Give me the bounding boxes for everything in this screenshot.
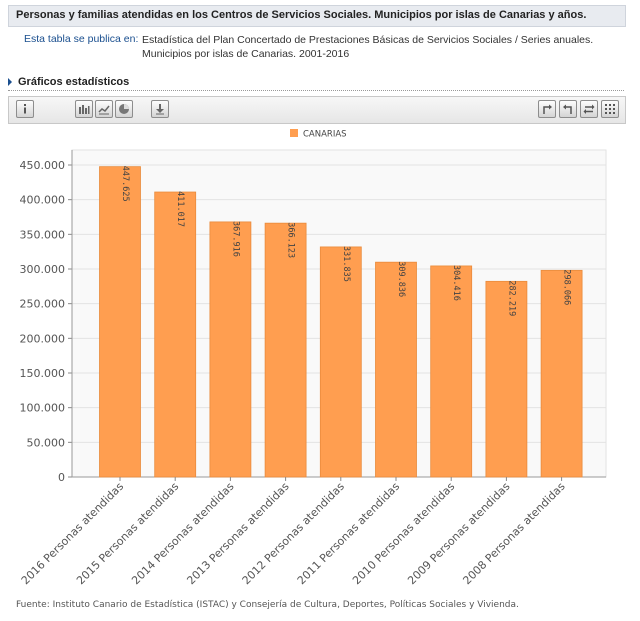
y-tick-label: 250.000 <box>20 298 66 311</box>
x-tick-label: 2016 Personas atendidas <box>19 480 126 587</box>
data-label: 304.416 <box>451 265 461 301</box>
y-tick-label: 350.000 <box>20 228 66 241</box>
bar[interactable] <box>264 222 307 478</box>
rotate-icon[interactable] <box>538 100 556 118</box>
x-tick-label: 2010 Personas atendidas <box>350 480 457 587</box>
chart-toolbar <box>8 96 626 124</box>
data-label: 309.836 <box>396 261 406 297</box>
pie-chart-icon[interactable] <box>115 100 133 118</box>
x-tick-label: 2011 Personas atendidas <box>295 480 402 587</box>
line-chart-icon[interactable] <box>95 100 113 118</box>
data-label: 282.219 <box>506 280 516 316</box>
published-label: Esta tabla se publica en: <box>24 33 139 45</box>
bar[interactable] <box>154 191 197 478</box>
published-value-link[interactable]: Estadística del Plan Concertado de Prest… <box>142 34 594 60</box>
data-label: 367.916 <box>230 221 240 257</box>
y-tick-label: 150.000 <box>20 367 66 380</box>
info-icon[interactable] <box>16 100 34 118</box>
bar[interactable] <box>99 166 141 478</box>
x-tick-label: 2009 Personas atendidas <box>405 480 512 587</box>
grid-icon[interactable] <box>601 100 619 118</box>
bar[interactable] <box>430 265 473 478</box>
bar[interactable] <box>540 269 583 478</box>
data-label: 411.017 <box>175 191 185 227</box>
bar-chart: CANARIAS 0 50.000 100.000 150.000 200.000 250.… <box>19 129 607 587</box>
x-tick-label: 2014 Personas atendidas <box>129 480 236 587</box>
y-tick-label: 300.000 <box>20 263 66 276</box>
x-tick-label: 2012 Personas atendidas <box>240 480 347 587</box>
x-tick-label: 2015 Personas atendidas <box>74 480 181 587</box>
legend-label: CANARIAS <box>303 130 347 140</box>
y-tick-label: 50.000 <box>27 436 66 449</box>
download-icon[interactable] <box>151 100 169 118</box>
section-header[interactable]: Gráficos estadísticos <box>8 76 624 91</box>
bar[interactable] <box>209 221 252 478</box>
swap-icon[interactable] <box>580 100 598 118</box>
x-tick-label: 2013 Personas atendidas <box>184 480 291 587</box>
y-tick-label: 400.000 <box>20 194 66 207</box>
x-tick-label: 2008 Personas atendidas <box>460 480 567 587</box>
y-tick-label: 450.000 <box>20 159 66 172</box>
expand-triangle-icon[interactable] <box>8 78 12 86</box>
y-tick-label: 200.000 <box>20 332 66 345</box>
bar[interactable] <box>485 280 528 478</box>
source-note: Fuente: Instituto Canario de Estadística… <box>16 600 519 610</box>
table-title-bar: Personas y familias atendidas en los Cen… <box>8 5 626 27</box>
y-tick-label: 0 <box>58 471 65 484</box>
data-label: 298.066 <box>562 269 572 305</box>
y-tick-label: 100.000 <box>20 402 66 415</box>
data-label: 331.835 <box>341 246 351 282</box>
section-title: Gráficos estadísticos <box>18 76 130 88</box>
table-title: Personas y familias atendidas en los Cen… <box>16 9 587 21</box>
data-label: 366.123 <box>286 222 296 258</box>
data-label: 447.625 <box>120 166 130 202</box>
bar[interactable] <box>375 261 417 478</box>
bar[interactable] <box>319 246 362 478</box>
legend-swatch <box>290 129 298 137</box>
bar-chart-icon[interactable] <box>75 100 93 118</box>
undo-icon[interactable] <box>559 100 577 118</box>
